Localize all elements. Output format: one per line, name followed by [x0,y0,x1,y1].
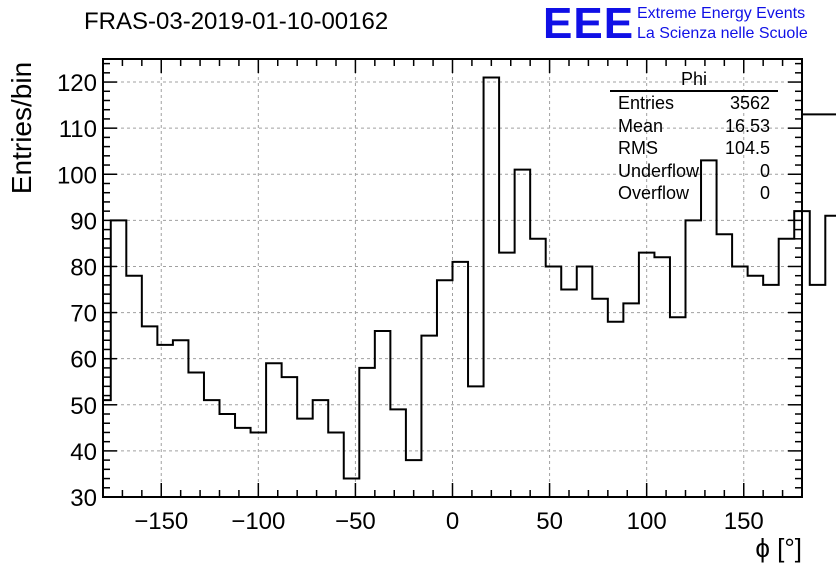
y-tick-label: 80 [70,254,97,281]
histogram-bin [437,280,453,497]
histogram-bin [592,299,608,497]
histogram-bin [623,303,639,497]
x-tick-label: 100 [627,508,667,535]
y-tick-label: 100 [57,162,97,189]
y-tick-label: 30 [70,485,97,512]
stats-row: Underflow 0 [610,160,778,183]
histogram-bin [282,377,298,497]
stats-label: Entries [618,93,675,113]
x-tick-label: −50 [335,508,376,535]
stats-label: Underflow [618,160,700,181]
histogram-bin [297,419,313,497]
histogram-bin [235,428,251,497]
histogram-bin [359,368,375,497]
histogram-bin [313,400,329,497]
histogram-bin [608,322,624,497]
logo-line-1: Extreme Energy Events [637,5,806,22]
histogram-bin [779,239,795,497]
x-tick-label: −150 [134,508,188,535]
stats-title: Phi [610,68,778,92]
y-tick-label: 60 [70,347,97,374]
histogram-bin [126,276,142,497]
histogram-bin [142,326,158,497]
eee-logo: EEE [543,0,635,48]
histogram-bin [157,345,173,497]
x-tick-label: 0 [446,508,459,535]
histogram-bin [794,211,810,497]
stats-row: RMS 104.5 [610,137,778,160]
x-tick-label: 150 [724,508,764,535]
grid-lines [103,59,802,497]
stats-box: Phi Entries 3562 Mean 16.53 RMS 104.5 Un… [610,68,778,205]
histogram-bin [825,216,836,497]
histogram-bin [763,285,779,497]
stats-row: Mean 16.53 [610,115,778,138]
stats-value: 0 [759,160,770,181]
histogram-bin [515,170,531,497]
histogram-bin [220,414,236,497]
histogram-bin [732,266,748,497]
histogram-outline [103,76,836,480]
y-tick-label: 70 [70,301,97,328]
histogram-bin [421,336,437,497]
histogram-bins [103,76,836,497]
stats-value: 0 [759,183,770,203]
stats-row: Entries 3562 [610,92,778,115]
stats-row: Overflow 0 [610,182,778,205]
histogram-bin [204,400,220,497]
histogram-bin [561,290,577,497]
histogram-bin [530,239,546,497]
stats-label: Mean [618,115,664,136]
histogram-bin [188,373,204,497]
chart-title: FRAS-03-2019-01-10-00162 [84,8,389,35]
histogram-bin [639,253,655,497]
y-tick-label: 110 [59,116,97,143]
histogram-bin [654,257,670,497]
histogram-bin [717,234,733,497]
histogram-bin [546,266,562,497]
histogram-bin [670,317,686,497]
stats-value: 3562 [729,93,770,113]
histogram-bin [453,262,469,497]
histogram-bin [748,276,764,497]
stats-label: Overflow [618,183,690,203]
histogram-bin [701,160,717,497]
x-axis-label: ϕ [°] [755,533,802,563]
histogram-bin [173,340,189,497]
histogram-bin [484,77,500,497]
histogram-bin [375,331,391,497]
histogram-bin [686,220,702,497]
histogram-bin [577,266,593,497]
histogram-bin [328,432,344,497]
x-tick-label: −100 [231,508,285,535]
histogram-bin [810,285,826,497]
y-axis-label: Entries/bin [6,61,37,195]
histogram-bin [266,363,282,497]
histogram-bin [499,253,515,497]
stats-value: 16.53 [724,115,770,136]
stats-label: RMS [618,138,658,158]
stats-value: 104.5 [724,138,770,158]
y-tick-label: 50 [70,393,97,420]
y-tick-label: 120 [57,70,97,97]
histogram-bin [344,479,360,497]
histogram-bin [390,409,406,497]
axis-ticks: −150 −100 −50 0 50 100 150 30 40 50 60 70 80 90 100 110… [57,59,802,535]
y-tick-label: 40 [70,439,97,466]
logo-line-2: La Scienza nelle Scuole [637,25,808,42]
histogram-bin [468,386,484,497]
x-tick-label: 50 [536,508,563,535]
y-tick-label: 90 [70,208,97,235]
